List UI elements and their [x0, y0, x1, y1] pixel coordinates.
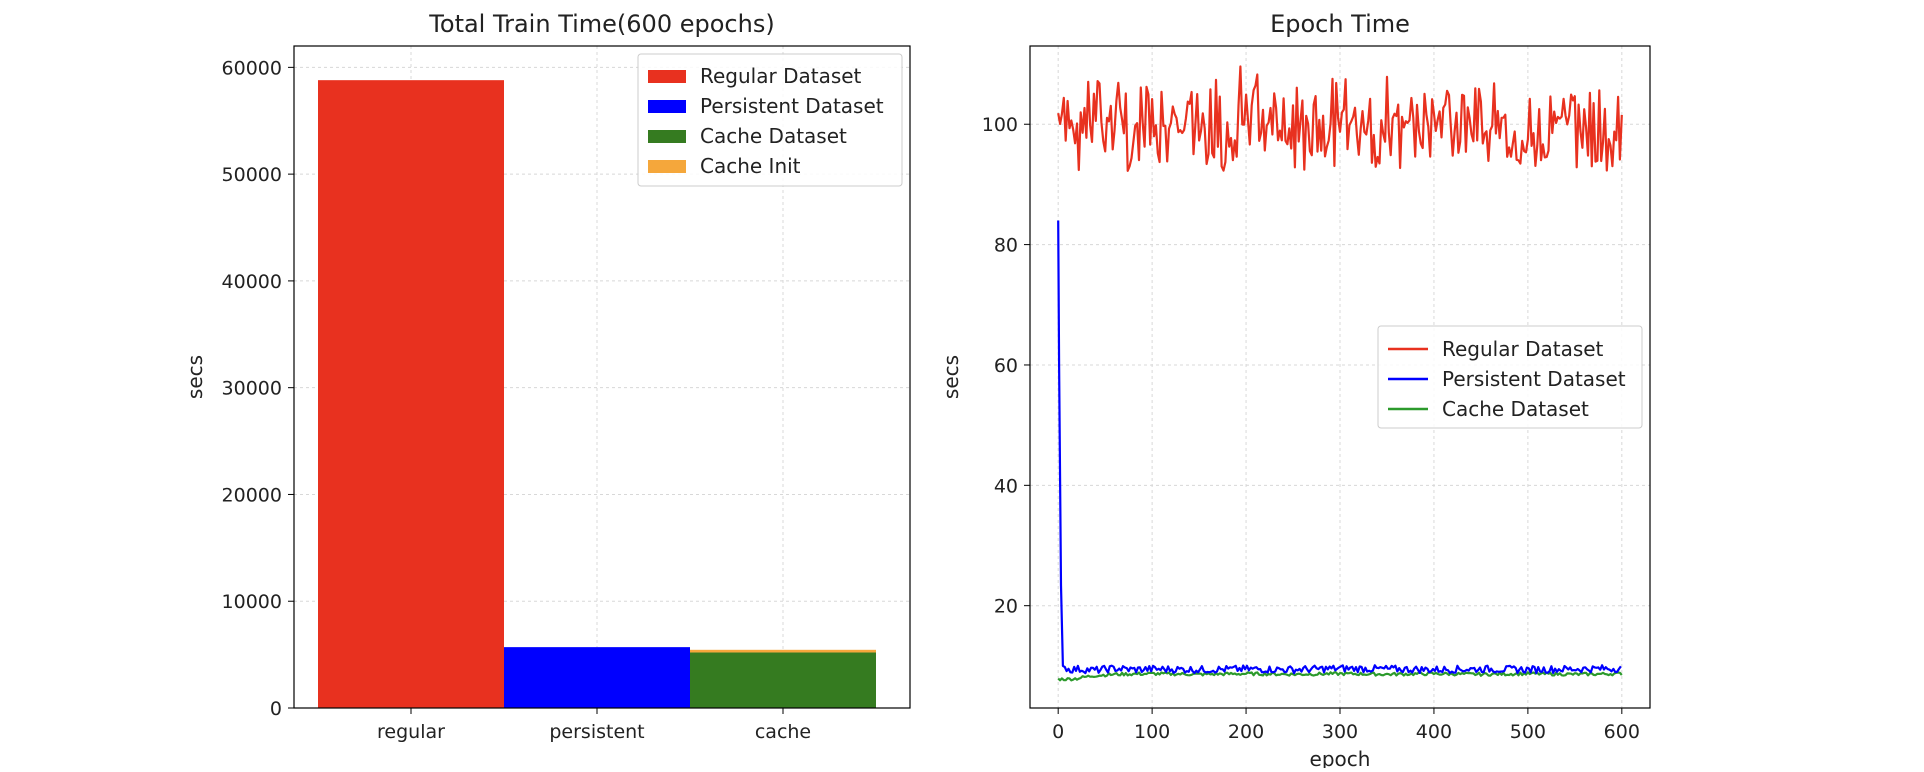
- legend-label: Cache Init: [700, 154, 801, 178]
- legend-label: Cache Dataset: [1442, 397, 1589, 421]
- legend-label: Persistent Dataset: [700, 94, 884, 118]
- epoch-time-chart: 20 40 60 80 100 0 100 200 300 400 500 600 Epoch Ti…: [939, 10, 1651, 771]
- y-tick-label: 60000: [222, 57, 282, 79]
- y-tick-label: 20: [994, 596, 1018, 618]
- legend: Regular Dataset Persistent Dataset Cache D…: [1377, 325, 1643, 429]
- x-tick-label: persistent: [549, 721, 644, 743]
- y-tick-label: 20000: [222, 484, 282, 506]
- legend-label: Regular Dataset: [1442, 337, 1604, 361]
- plot-frame: [293, 45, 911, 709]
- chart-title: Total Train Time(600 epochs): [428, 10, 774, 38]
- series-line: [1057, 671, 1623, 682]
- x-tick-label: 400: [1416, 721, 1452, 743]
- y-tick-label: 100: [982, 114, 1018, 136]
- x-tick-label: cache: [755, 721, 811, 743]
- legend-box: [1377, 325, 1643, 429]
- y-tick-label: 50000: [222, 164, 282, 186]
- bar: [318, 80, 504, 709]
- y-tick-label: 10000: [222, 591, 282, 613]
- legend-box: [637, 53, 903, 187]
- x-ticks: regular persistent cache: [377, 708, 811, 743]
- bar: [504, 647, 690, 708]
- y-tick-label: 40000: [222, 271, 282, 293]
- y-tick-label: 80: [994, 235, 1018, 257]
- legend-swatch: [648, 70, 686, 83]
- y-tick-label: 30000: [222, 378, 282, 400]
- legend-swatch: [648, 100, 686, 113]
- x-tick-label: regular: [377, 721, 445, 743]
- legend: Regular Dataset Persistent Dataset Cache D…: [637, 53, 903, 187]
- legend-swatch: [648, 160, 686, 173]
- y-tick-label: 0: [270, 698, 282, 720]
- legend-label: Cache Dataset: [700, 124, 847, 148]
- chart-title: Epoch Time: [1270, 10, 1410, 38]
- x-tick-label: 0: [1052, 721, 1064, 743]
- y-tick-label: 60: [994, 355, 1018, 377]
- legend-swatch: [648, 130, 686, 143]
- y-ticks: 20 40 60 80 100: [982, 114, 1030, 618]
- x-axis-label: epoch: [1310, 747, 1371, 768]
- y-tick-label: 40: [994, 475, 1018, 497]
- x-tick-label: 300: [1322, 721, 1358, 743]
- legend-label: Persistent Dataset: [1442, 367, 1626, 391]
- total-train-time-chart: 0 10000 20000 30000 40000 50000 60000 regular p…: [183, 10, 911, 743]
- bar: [690, 649, 876, 653]
- bar: [690, 652, 876, 708]
- series-line: [1057, 220, 1622, 675]
- y-ticks: 0 10000 20000 30000 40000 50000 60000: [222, 57, 294, 720]
- x-tick-label: 100: [1134, 721, 1170, 743]
- series-line: [1057, 65, 1623, 172]
- y-axis-label: secs: [183, 355, 207, 399]
- x-tick-label: 600: [1604, 721, 1640, 743]
- x-tick-label: 500: [1510, 721, 1546, 743]
- x-tick-label: 200: [1228, 721, 1264, 743]
- series-lines: [1057, 65, 1623, 682]
- x-ticks: 0 100 200 300 400 500 600: [1052, 708, 1640, 743]
- bars: [318, 80, 876, 709]
- legend-label: Regular Dataset: [700, 64, 862, 88]
- y-axis-label: secs: [939, 355, 963, 399]
